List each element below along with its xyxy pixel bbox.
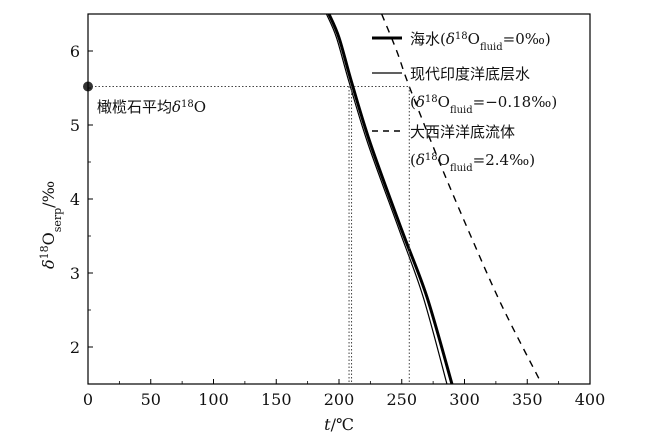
x-tick-label: 150 [261,390,292,409]
legend-label-indian-ocean-value: (δ18Ofluid=−0.18‰) [410,93,557,116]
legend-label-atlantic: 大西洋洋底流体 [410,123,515,141]
series-line-atlantic_bottom_fluid [381,14,541,381]
legend-label-indian-ocean: 现代印度洋底层水 [410,65,530,83]
series-layer [325,14,541,384]
x-tick-label: 50 [141,390,161,409]
x-tick-label: 400 [575,390,606,409]
x-tick-label: 250 [386,390,417,409]
y-tick-label: 5 [70,116,80,135]
legend-label-atlantic-value: (δ18Ofluid=2.4‰) [410,151,535,174]
y-tick-label: 6 [70,42,80,61]
x-tick-label: 300 [449,390,480,409]
x-tick-label: 200 [324,390,355,409]
x-tick-label: 350 [512,390,543,409]
series-line-seawater [327,14,454,384]
x-axis-title: t/℃ [324,415,354,434]
y-tick-label: 4 [70,190,80,209]
legend: 海水(δ18Ofluid=0‰) 现代印度洋底层水 (δ18Ofluid=−0.… [372,30,557,174]
y-axis-title: δ18Oserp/‰ [38,181,64,269]
x-tick-label: 0 [83,390,93,409]
guide-layer [83,81,410,384]
olivine-annotation: 橄榄石平均δ18O [97,98,206,116]
x-tick-label: 100 [198,390,229,409]
y-tick-label: 2 [70,338,80,357]
series-line-modern_indian_ocean_bottom_water [325,14,448,384]
legend-label-seawater: 海水(δ18Ofluid=0‰) [410,30,551,53]
y-tick-label: 3 [70,264,80,283]
axis-layer: 0 50 100 150 200 250 300 350 400 2 3 4 5 6 [70,13,606,409]
